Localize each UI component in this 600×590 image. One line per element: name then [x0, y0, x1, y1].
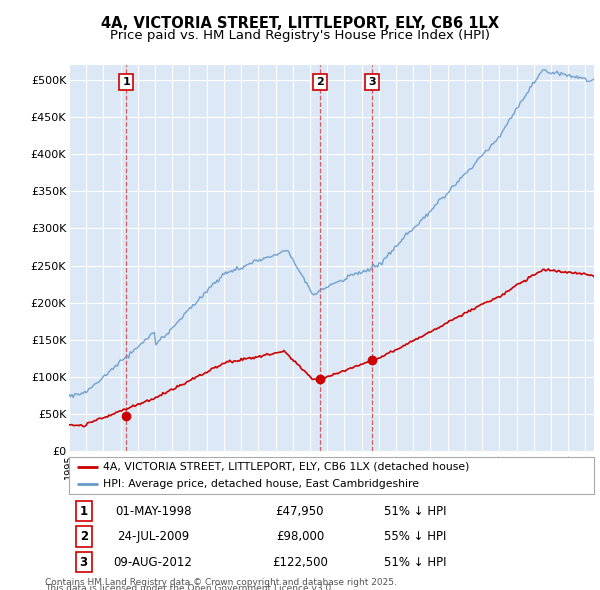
Text: Price paid vs. HM Land Registry's House Price Index (HPI): Price paid vs. HM Land Registry's House … [110, 29, 490, 42]
Text: 3: 3 [80, 556, 88, 569]
Text: 3: 3 [368, 77, 376, 87]
Text: 2: 2 [316, 77, 323, 87]
Text: Contains HM Land Registry data © Crown copyright and database right 2025.: Contains HM Land Registry data © Crown c… [45, 578, 397, 586]
Text: 55% ↓ HPI: 55% ↓ HPI [385, 530, 446, 543]
Text: 2: 2 [80, 530, 88, 543]
Text: 51% ↓ HPI: 51% ↓ HPI [384, 504, 447, 517]
Text: £47,950: £47,950 [276, 504, 324, 517]
Text: 01-MAY-1998: 01-MAY-1998 [115, 504, 191, 517]
Text: This data is licensed under the Open Government Licence v3.0.: This data is licensed under the Open Gov… [45, 584, 334, 590]
Text: 51% ↓ HPI: 51% ↓ HPI [384, 556, 447, 569]
Text: HPI: Average price, detached house, East Cambridgeshire: HPI: Average price, detached house, East… [103, 479, 419, 489]
Text: 24-JUL-2009: 24-JUL-2009 [117, 530, 189, 543]
Text: 4A, VICTORIA STREET, LITTLEPORT, ELY, CB6 1LX (detached house): 4A, VICTORIA STREET, LITTLEPORT, ELY, CB… [103, 462, 470, 471]
Text: 4A, VICTORIA STREET, LITTLEPORT, ELY, CB6 1LX: 4A, VICTORIA STREET, LITTLEPORT, ELY, CB… [101, 16, 499, 31]
Text: £122,500: £122,500 [272, 556, 328, 569]
Text: £98,000: £98,000 [276, 530, 324, 543]
Text: 09-AUG-2012: 09-AUG-2012 [113, 556, 193, 569]
Text: 1: 1 [80, 504, 88, 517]
Text: 1: 1 [122, 77, 130, 87]
